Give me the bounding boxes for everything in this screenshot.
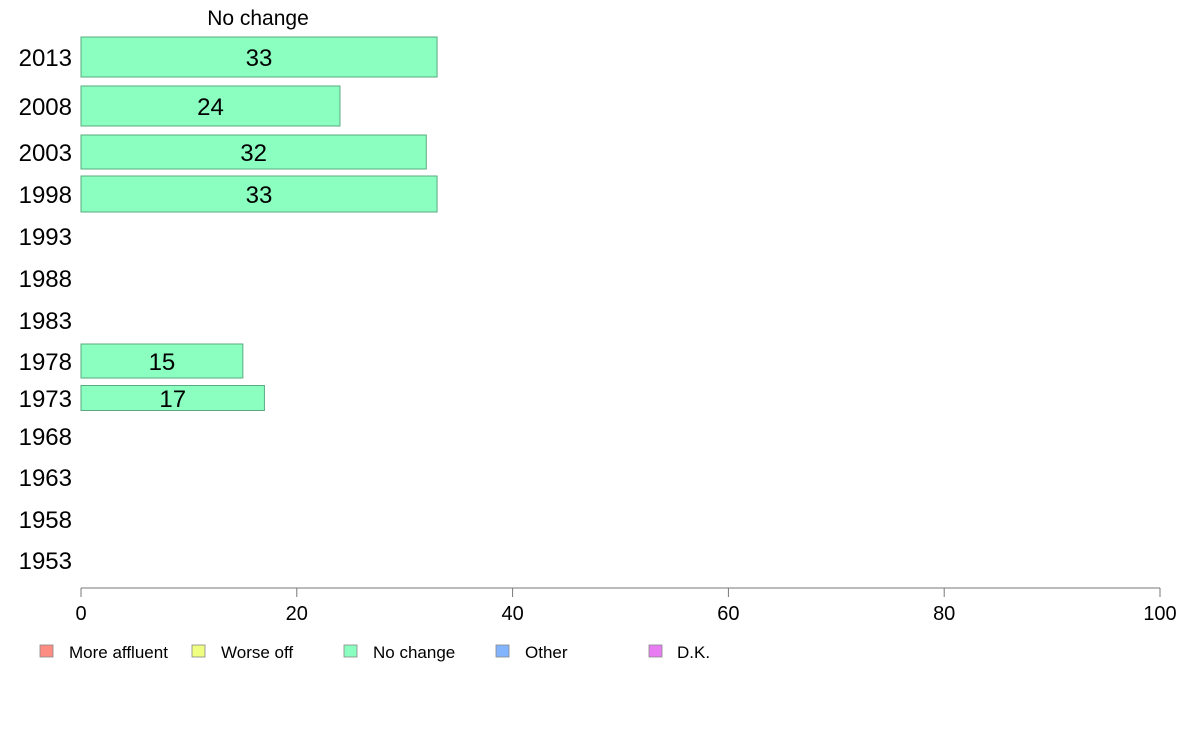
legend-swatch-d-k [648,644,663,658]
legend-label-other: Other [525,643,568,662]
x-tick-label-60: 60 [717,603,739,625]
legend-label-more-affluent: More affluent [69,643,168,662]
category-label-1988: 1988 [19,266,72,293]
panel-title: No change [207,7,309,30]
bar-value-label-1973: 17 [159,386,186,413]
bar-value-label-1998: 33 [246,182,273,209]
x-tick-label-80: 80 [933,603,955,625]
legend-label-d-k: D.K. [677,643,710,662]
legend-label-no-change: No change [373,643,455,662]
category-label-1983: 1983 [19,308,72,335]
bar-value-label-2013: 33 [246,45,273,72]
bar-value-label-2008: 24 [197,94,224,121]
bars-group: 33 24 32 33 15 17 [80,36,438,413]
category-label-2008: 2008 [19,94,72,121]
legend-swatch-more-affluent [39,644,54,658]
category-label-1953: 1953 [19,548,72,575]
bar-value-label-2003: 32 [240,140,267,167]
category-label-1968: 1968 [19,424,72,451]
x-tick-label-100: 100 [1143,603,1176,625]
legend-label-worse-off: Worse off [221,643,293,662]
x-axis: 0 20 40 60 80 100 [75,587,1177,625]
category-label-1998: 1998 [19,182,72,209]
bar-1998 [80,175,438,213]
category-label-1978: 1978 [19,349,72,376]
category-label-2013: 2013 [19,45,72,72]
legend-swatch-other [495,644,510,658]
x-tick-label-0: 0 [75,603,86,625]
category-label-1963: 1963 [19,465,72,492]
bar-2003 [80,134,427,170]
category-label-1973: 1973 [19,386,72,413]
x-tick-label-40: 40 [501,603,523,625]
bar-1978 [80,343,244,379]
bar-value-label-1978: 15 [149,349,176,376]
bar-2008 [80,85,341,127]
category-labels: 2013 2008 2003 1998 1993 1988 1983 1978 1973 1968… [19,45,72,575]
legend: More affluent Worse off No change Other D.K. [39,643,710,662]
legend-swatch-worse-off [191,644,206,658]
category-label-1993: 1993 [19,224,72,251]
category-label-1958: 1958 [19,507,72,534]
legend-swatch-no-change [343,644,358,658]
category-label-2003: 2003 [19,140,72,167]
bar-1973 [80,385,265,411]
bar-2013 [80,36,438,78]
x-tick-label-20: 20 [286,603,308,625]
